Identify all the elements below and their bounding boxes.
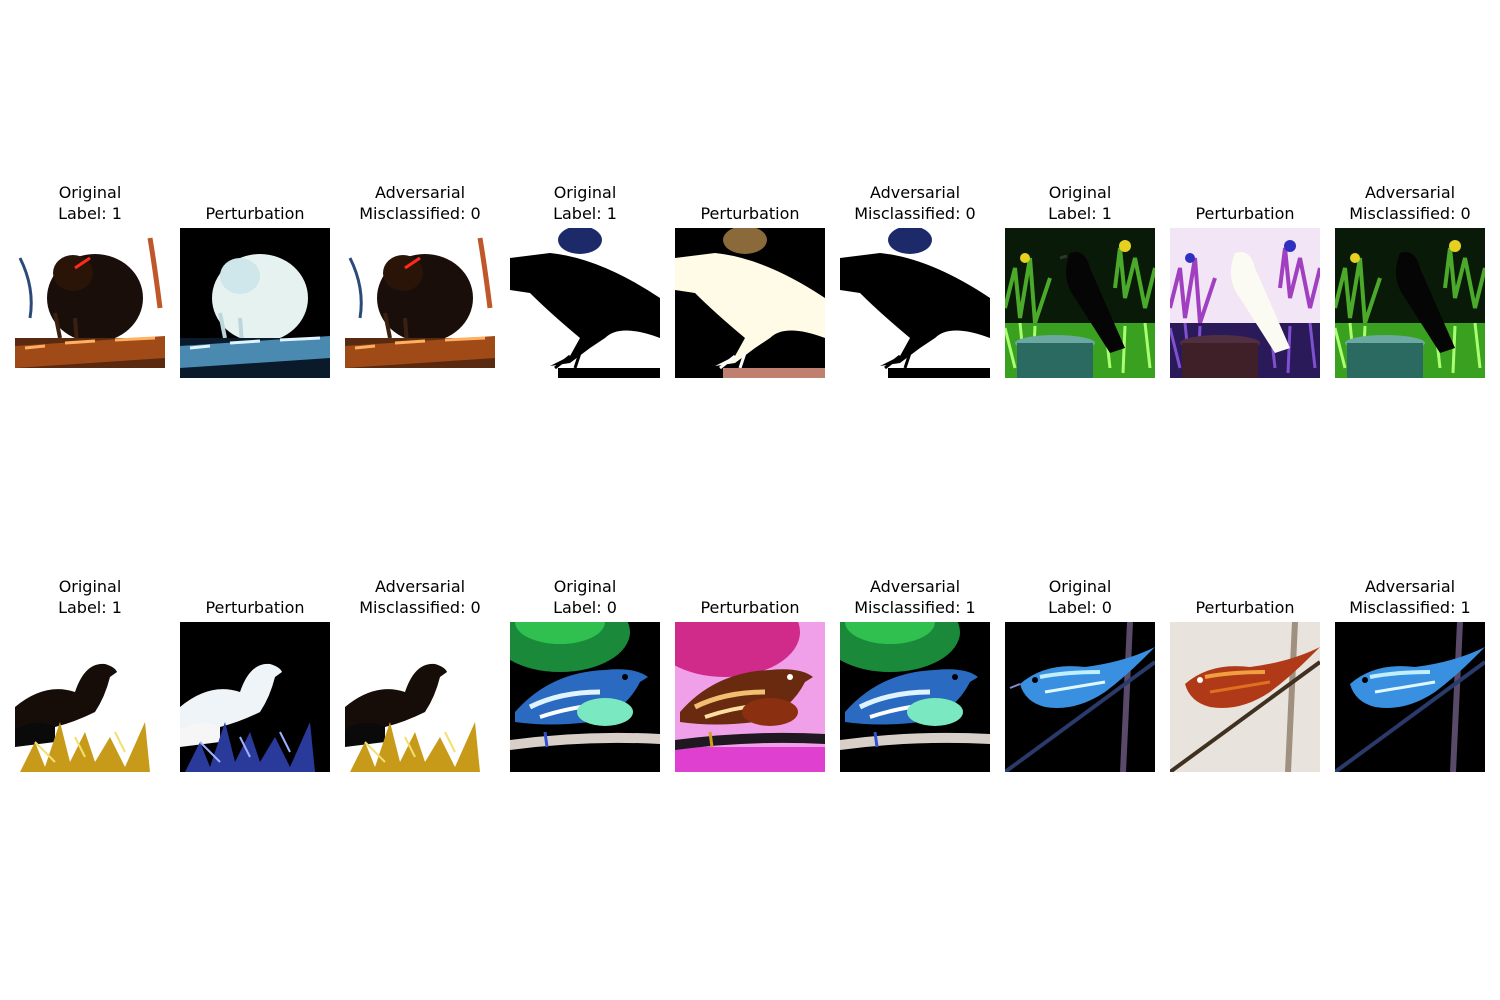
- panel-title: Original Label: 1: [58, 577, 122, 617]
- bird-image: [345, 228, 495, 378]
- bird-image: [840, 228, 990, 378]
- panel-title: Perturbation: [205, 204, 305, 223]
- panel-title: Perturbation: [1195, 204, 1295, 223]
- panel-title: Adversarial Misclassified: 0: [854, 183, 976, 223]
- bird-image: [1335, 622, 1485, 772]
- panel-title: Perturbation: [700, 204, 800, 223]
- bird-image: [1005, 622, 1155, 772]
- bird-image: [1170, 622, 1320, 772]
- bird-image: [1005, 228, 1155, 378]
- panel-title: Adversarial Misclassified: 1: [854, 577, 976, 617]
- bird-image: [840, 622, 990, 772]
- bird-image: [510, 622, 660, 772]
- bird-image: [345, 622, 495, 772]
- panel-title: Original Label: 1: [553, 183, 617, 223]
- bird-image: [675, 228, 825, 378]
- panel-title: Perturbation: [1195, 598, 1295, 617]
- panel-title: Original Label: 0: [553, 577, 617, 617]
- bird-image: [1335, 228, 1485, 378]
- bird-image: [15, 622, 165, 772]
- panel-title: Perturbation: [205, 598, 305, 617]
- panel-title: Perturbation: [700, 598, 800, 617]
- panel-title: Adversarial Misclassified: 1: [1349, 577, 1471, 617]
- bird-image: [180, 622, 330, 772]
- panel-title: Adversarial Misclassified: 0: [359, 577, 481, 617]
- bird-image: [15, 228, 165, 378]
- panel-title: Adversarial Misclassified: 0: [359, 183, 481, 223]
- bird-image: [510, 228, 660, 378]
- panel-title: Original Label: 1: [58, 183, 122, 223]
- bird-image: [180, 228, 330, 378]
- panel-title: Original Label: 1: [1048, 183, 1112, 223]
- panel-title: Original Label: 0: [1048, 577, 1112, 617]
- panel-title: Adversarial Misclassified: 0: [1349, 183, 1471, 223]
- bird-image: [675, 622, 825, 772]
- bird-image: [1170, 228, 1320, 378]
